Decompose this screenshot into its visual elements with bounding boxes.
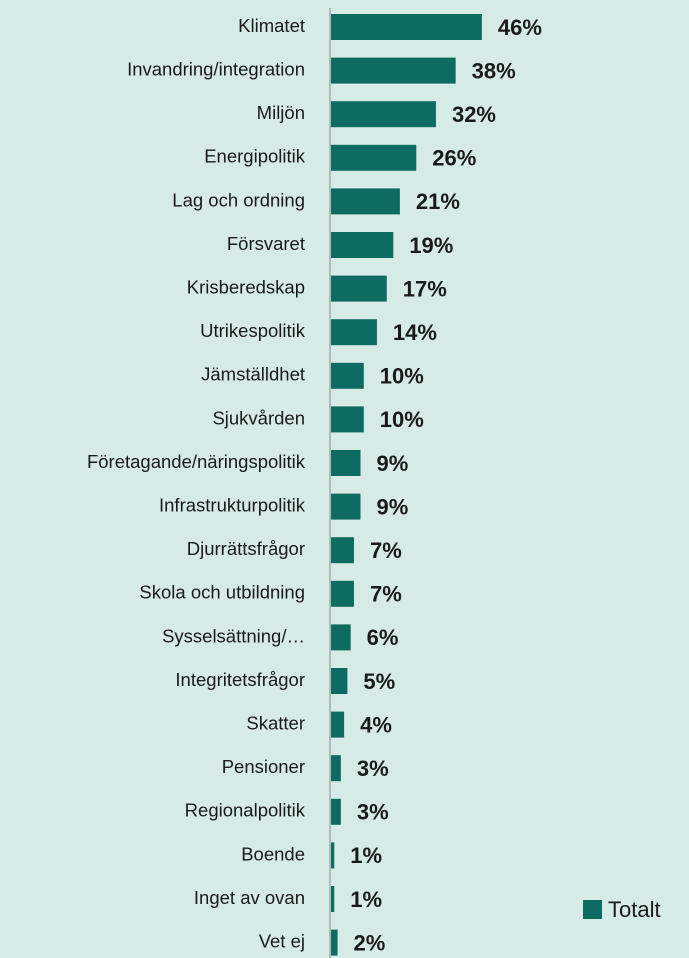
data-label: 3% — [357, 756, 389, 781]
bar — [331, 450, 361, 476]
y-tick-label: Vet ej — [259, 930, 305, 951]
bar — [331, 188, 400, 215]
y-tick-label: Regionalpolitik — [185, 800, 306, 821]
bar — [331, 668, 348, 694]
data-label: 38% — [472, 58, 516, 83]
bar — [331, 232, 394, 258]
bar — [331, 144, 417, 171]
y-tick-label: Lag och ordning — [172, 189, 305, 210]
bar — [331, 580, 354, 607]
bar — [331, 842, 335, 869]
data-label: 9% — [377, 494, 409, 519]
data-label: 7% — [370, 582, 402, 607]
bar — [331, 319, 377, 346]
data-label: 3% — [357, 800, 389, 825]
data-label: 1% — [350, 843, 382, 868]
y-tick-label: Miljön — [257, 102, 305, 123]
bar — [331, 14, 482, 40]
data-label: 10% — [380, 407, 424, 432]
y-tick-label: Pensioner — [222, 756, 305, 777]
legend-swatch — [583, 900, 602, 919]
data-label: 19% — [409, 233, 453, 258]
y-tick-label: Klimatet — [238, 15, 305, 36]
bar — [331, 537, 354, 564]
bar — [331, 711, 345, 738]
y-tick-label: Skola och utbildning — [139, 582, 305, 603]
legend-label: Totalt — [608, 897, 661, 922]
y-tick-label: Jämställdhet — [201, 364, 305, 385]
y-tick-label: Försvaret — [227, 233, 305, 254]
y-tick-label: Djurrättsfrågor — [187, 538, 305, 559]
data-label: 6% — [367, 625, 399, 650]
y-tick-label: Integritetsfrågor — [175, 669, 305, 690]
data-label: 26% — [432, 146, 476, 171]
data-label: 14% — [393, 320, 437, 345]
bar — [331, 406, 364, 433]
y-tick-label: Infrastrukturpolitik — [159, 494, 306, 515]
y-tick-label: Skatter — [246, 712, 305, 733]
y-tick-label: Krisberedskap — [187, 276, 305, 297]
y-tick-label: Utrikespolitik — [200, 320, 306, 341]
data-label: 5% — [363, 669, 395, 694]
data-label: 1% — [350, 887, 382, 912]
data-label: 21% — [416, 189, 460, 214]
y-tick-label: Sysselsättning/… — [162, 625, 305, 646]
y-tick-label: Energipolitik — [204, 146, 306, 167]
bar — [331, 362, 364, 389]
data-label: 7% — [370, 538, 402, 563]
y-tick-label: Sjukvården — [212, 407, 305, 428]
bar — [331, 275, 387, 302]
bar — [331, 798, 341, 825]
bar — [331, 886, 335, 912]
data-label: 46% — [498, 15, 542, 40]
y-tick-label: Inget av ovan — [194, 887, 305, 908]
y-tick-label: Företagande/näringspolitik — [87, 451, 306, 472]
bar — [331, 493, 361, 520]
bar — [331, 755, 341, 782]
bar — [331, 624, 351, 651]
data-label: 4% — [360, 712, 392, 737]
data-label: 9% — [377, 451, 409, 476]
bar — [331, 101, 436, 128]
data-label: 10% — [380, 364, 424, 389]
data-label: 17% — [403, 276, 447, 301]
bar — [331, 929, 338, 956]
bar — [331, 57, 456, 84]
y-tick-label: Boende — [241, 843, 305, 864]
data-label: 32% — [452, 102, 496, 127]
data-label: 2% — [354, 930, 386, 955]
y-tick-label: Invandring/integration — [127, 58, 305, 79]
